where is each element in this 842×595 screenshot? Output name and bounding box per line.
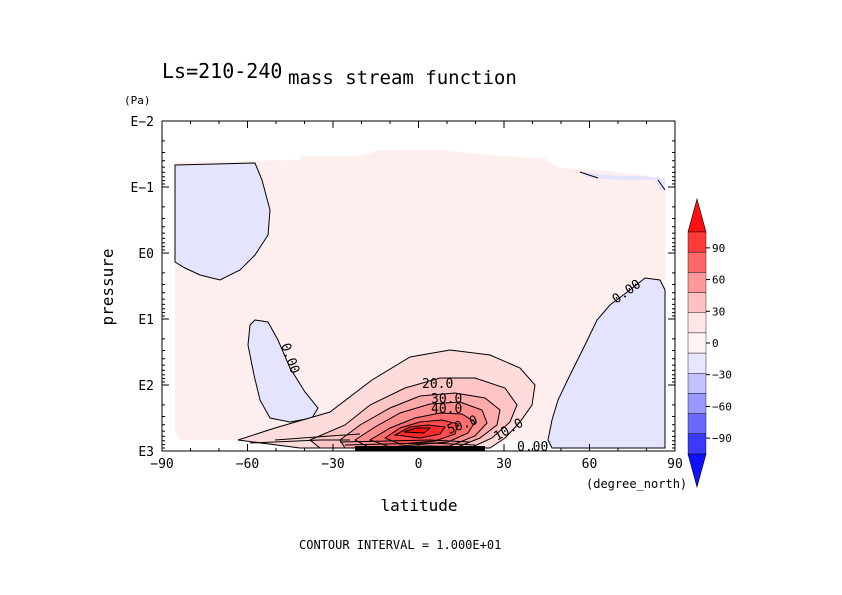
- y-tick-label: E−1: [131, 181, 154, 196]
- colorbar-label: 30: [712, 305, 725, 318]
- colorbar-label: −60: [712, 400, 732, 413]
- x-tick-label: 60: [582, 457, 598, 472]
- x-axis: −90 −60 −30 0 30 60 90 (degree_north) latitude: [150, 121, 687, 515]
- colorbar-label: 90: [712, 242, 725, 255]
- y-tick-label: E1: [138, 313, 154, 328]
- y-tick-label: E2: [138, 379, 154, 394]
- colorbar: 90 60 30 0 −30 −60 −90: [687, 197, 732, 489]
- colorbar-segment: [687, 312, 707, 334]
- negative-region-sh: [174, 162, 271, 281]
- colorbar-label: 0: [712, 337, 719, 350]
- x-tick-label: −30: [321, 457, 344, 472]
- colorbar-segment: [687, 413, 707, 435]
- colorbar-segment: [687, 251, 707, 273]
- x-tick-label: 90: [667, 457, 683, 472]
- contour-interval: CONTOUR INTERVAL = 1.000E+01: [299, 538, 501, 552]
- y-axis-label: pressure: [98, 248, 117, 325]
- colorbar-segment: [687, 332, 707, 354]
- positive-cell: [237, 349, 536, 449]
- x-axis-unit: (degree_north): [586, 477, 687, 491]
- x-tick-label: −60: [236, 457, 259, 472]
- x-tick-label: −90: [150, 457, 173, 472]
- colorbar-segment: [687, 393, 707, 414]
- y-ticks: E−2 E−1 E0 E1 E2 E3: [131, 115, 675, 460]
- contour-label: 20.0: [422, 377, 453, 392]
- x-axis-label: latitude: [380, 496, 457, 515]
- negative-region-nh-top: [578, 172, 665, 190]
- contour-label: 40.0: [431, 402, 462, 417]
- y-tick-label: E−2: [131, 115, 154, 130]
- contour-label: 30.0: [431, 392, 462, 407]
- colorbar-label: −30: [712, 369, 732, 382]
- colorbar-segment: [687, 433, 707, 455]
- colorbar-label: −90: [712, 432, 732, 445]
- colorbar-segment: [687, 373, 707, 394]
- y-axis-unit: (Pa): [124, 94, 151, 107]
- colorbar-segment: [687, 272, 707, 293]
- colorbar-min-triangle: [687, 453, 707, 489]
- plot-area: [174, 150, 666, 451]
- colorbar-segment: [687, 292, 707, 313]
- zero-contours: [579, 171, 666, 191]
- y-tick-label: E0: [138, 247, 154, 262]
- y-axis: (Pa) E−2 E−1 E0 E1 E2 E3 pressure: [98, 94, 675, 460]
- positive-field: [175, 150, 665, 440]
- colorbar-label: 60: [712, 274, 725, 287]
- surface-filled: [355, 446, 485, 451]
- x-ticks: −90 −60 −30 0 30 60 90: [150, 121, 683, 472]
- colorbar-segment: [687, 352, 707, 374]
- chart-subtitle: Ls=210-240: [162, 59, 282, 83]
- x-tick-label: 30: [496, 457, 512, 472]
- chart-title: mass stream function: [288, 67, 517, 89]
- x-tick-label: 0: [415, 457, 423, 472]
- contour-label: 0.00: [517, 440, 548, 455]
- y-tick-label: E3: [138, 445, 154, 460]
- negative-region-nh: [547, 277, 666, 449]
- colorbar-max-triangle: [687, 197, 707, 233]
- colorbar-segment: [687, 231, 707, 253]
